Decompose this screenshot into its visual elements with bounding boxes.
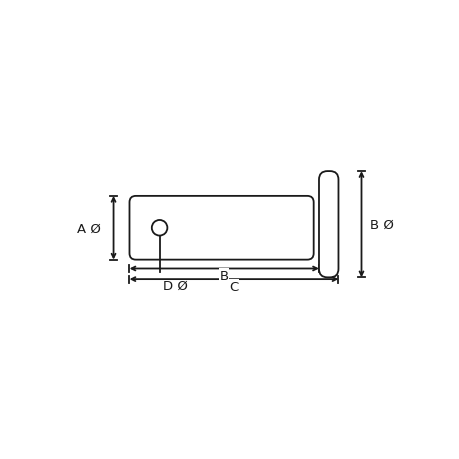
Text: D Ø: D Ø — [163, 280, 188, 292]
Text: B Ø: B Ø — [369, 218, 393, 231]
FancyBboxPatch shape — [318, 172, 338, 278]
Circle shape — [151, 220, 167, 236]
Text: C: C — [229, 280, 238, 293]
Text: A Ø: A Ø — [77, 222, 101, 235]
Text: B: B — [219, 269, 228, 282]
FancyBboxPatch shape — [129, 196, 313, 260]
